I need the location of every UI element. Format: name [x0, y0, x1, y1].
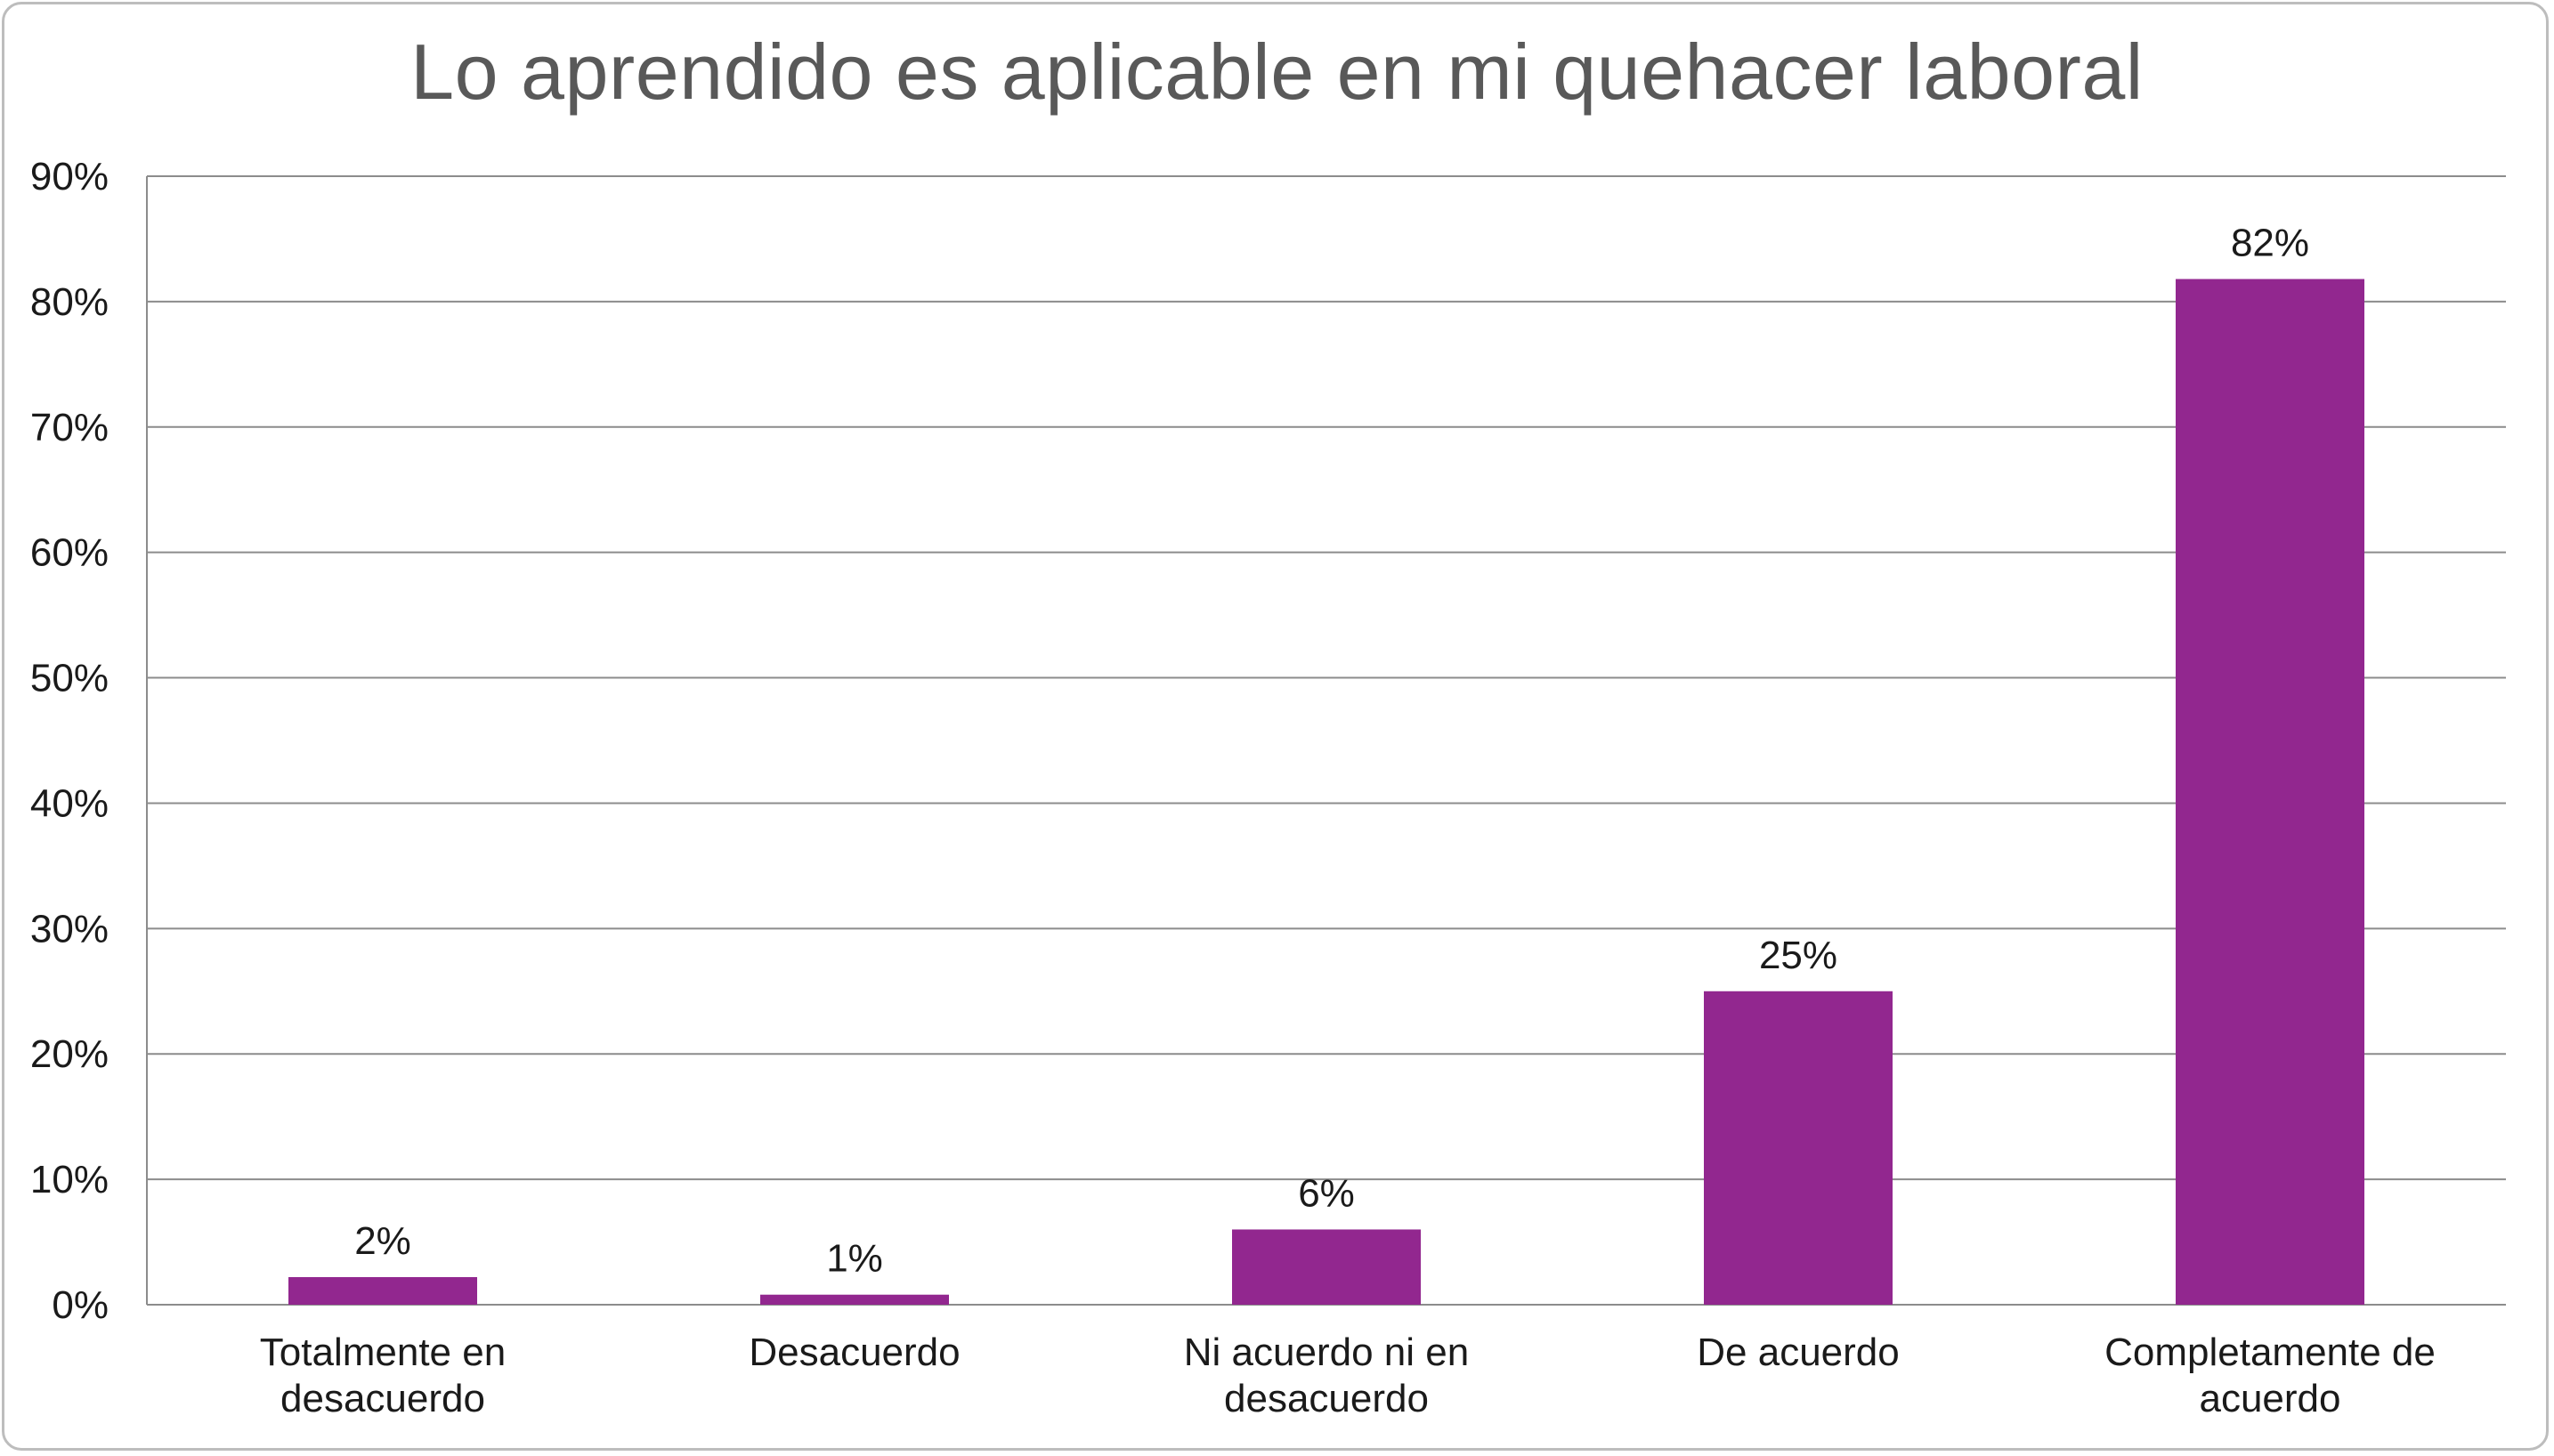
y-tick-label: 70%: [30, 406, 109, 449]
bar: [288, 1277, 477, 1305]
x-tick-label: Ni acuerdo ni en: [1184, 1331, 1469, 1374]
data-label: 1%: [826, 1237, 883, 1281]
y-tick-label: 40%: [30, 781, 109, 825]
x-tick-label: Desacuerdo: [749, 1331, 960, 1374]
bar: [760, 1294, 949, 1305]
data-label: 82%: [2231, 222, 2309, 265]
y-tick-label: 10%: [30, 1158, 109, 1201]
y-axis: 0% 10% 20% 30% 40% 50% 60% 70% 80% 90%: [30, 155, 148, 1327]
bar: [1232, 1229, 1421, 1305]
y-tick-label: 80%: [30, 280, 109, 324]
x-tick-label: Completamente de: [2104, 1331, 2436, 1374]
bar: [1704, 991, 1893, 1305]
data-label: 2%: [354, 1219, 411, 1263]
x-tick-label: desacuerdo: [1224, 1377, 1429, 1420]
gridlines: [147, 175, 2506, 1306]
data-label: 25%: [1759, 934, 1837, 977]
data-label: 6%: [1298, 1171, 1355, 1215]
chart-title: Lo aprendido es aplicable en mi quehacer…: [410, 28, 2144, 116]
y-tick-label: 60%: [30, 531, 109, 575]
x-tick-label: desacuerdo: [280, 1377, 485, 1420]
x-tick-label: De acuerdo: [1697, 1331, 1899, 1374]
x-tick-label: Totalmente en: [260, 1331, 506, 1374]
x-tick-label: acuerdo: [2199, 1377, 2340, 1420]
y-tick-label: 30%: [30, 907, 109, 950]
y-tick-label: 90%: [30, 155, 109, 198]
bar: [2176, 279, 2364, 1305]
y-tick-label: 0%: [52, 1283, 109, 1327]
y-tick-label: 50%: [30, 657, 109, 700]
y-tick-label: 20%: [30, 1032, 109, 1076]
bars: [288, 279, 2364, 1305]
data-labels: 2% 1% 6% 25% 82%: [354, 222, 2309, 1281]
